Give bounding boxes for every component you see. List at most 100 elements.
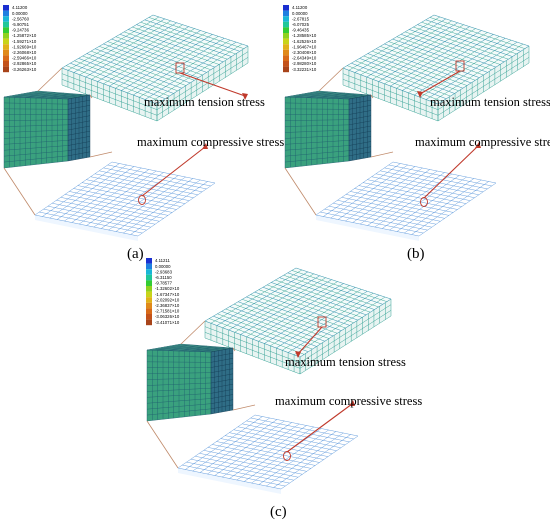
mesh-line — [156, 62, 249, 122]
connector-line — [318, 67, 344, 92]
tension-label-a: maximum tension stress — [144, 95, 265, 109]
mesh-line — [146, 393, 212, 398]
legend-swatch — [283, 10, 289, 17]
mesh-line — [284, 160, 350, 169]
compressive-arrowhead — [202, 143, 208, 149]
mesh-line — [210, 409, 234, 415]
legend-value: -1.32602×10 — [155, 286, 180, 291]
mesh-line — [210, 399, 234, 404]
connector-line — [370, 151, 394, 158]
legend-swatch — [283, 33, 289, 39]
mesh-line — [330, 164, 408, 219]
mesh-line — [338, 94, 363, 99]
legend-c: 4.112110.00000-2.93683-6.31150-9.78577-1… — [146, 258, 180, 326]
legend-swatch — [3, 5, 9, 11]
mesh-line — [46, 93, 73, 99]
slab-side — [35, 215, 138, 241]
mesh-line — [284, 150, 350, 157]
mesh-line — [210, 363, 234, 368]
legend-swatch — [146, 286, 152, 292]
mesh-line — [210, 394, 234, 399]
cube-c — [146, 320, 256, 469]
mesh-line — [3, 160, 69, 169]
mesh-line — [121, 34, 213, 91]
mesh-line — [348, 130, 372, 136]
legend-value: -2.98280×10 — [292, 61, 317, 66]
tension-arrow — [297, 326, 323, 355]
legend-swatch — [283, 66, 289, 73]
legend-value: -6.31150 — [155, 275, 172, 280]
mesh-line — [146, 343, 182, 351]
legend-value: -3.32231×10 — [292, 67, 317, 72]
legend-value: -9.24736 — [12, 28, 30, 33]
legend-swatch — [146, 319, 152, 326]
mesh-line — [293, 296, 386, 355]
legend-value: -1.62526×10 — [292, 39, 317, 44]
legend-swatch — [283, 49, 289, 56]
mesh-line — [3, 145, 69, 151]
legend-swatch — [146, 274, 152, 281]
mesh-line — [3, 90, 39, 98]
legend-value: -3.06326×10 — [155, 314, 180, 319]
mesh-line — [295, 91, 328, 98]
mesh-line — [168, 345, 199, 351]
bottom-slab-b — [315, 142, 497, 241]
compressive-arrow — [423, 145, 479, 199]
mesh-line — [56, 166, 135, 220]
mesh-line — [252, 283, 344, 340]
mesh-line — [3, 150, 69, 157]
mesh-line — [61, 73, 158, 110]
mesh-line — [222, 423, 300, 478]
mesh-line — [146, 382, 212, 386]
mesh-line — [360, 20, 452, 75]
mesh-line — [348, 105, 372, 110]
legend-swatch — [3, 27, 9, 33]
mesh-line — [67, 125, 91, 131]
cube-b — [284, 67, 394, 216]
mesh-line — [91, 24, 183, 80]
connector-line — [89, 151, 113, 158]
mesh-line — [210, 378, 234, 384]
mesh-line — [67, 110, 91, 115]
mesh-line — [210, 347, 234, 353]
mesh-line — [284, 102, 350, 105]
mesh-line — [139, 39, 231, 98]
mesh-line — [360, 170, 438, 225]
mesh-line — [342, 79, 439, 116]
mesh-line — [348, 16, 441, 71]
mesh-line — [71, 169, 149, 223]
mesh-line — [396, 178, 475, 232]
mesh-line — [229, 425, 307, 479]
mesh-line — [67, 99, 91, 105]
mesh-line — [246, 281, 338, 337]
top-slab-c — [204, 267, 392, 375]
mesh-line — [352, 169, 430, 223]
mesh-line — [390, 30, 482, 87]
legend-swatch — [146, 297, 152, 303]
legend-swatch — [283, 61, 289, 67]
caption-a: (a) — [127, 246, 144, 262]
mesh-line — [101, 175, 179, 229]
mesh-line — [210, 383, 234, 389]
mesh-line — [414, 38, 506, 96]
mesh-line — [67, 105, 91, 110]
mesh-line — [3, 129, 69, 133]
mesh-line — [348, 99, 372, 105]
cube-a — [3, 67, 113, 216]
legend-swatch — [146, 308, 152, 314]
legend-b: 4.112000.00000-2.67815-6.07025-9.46435-1… — [283, 5, 317, 73]
mesh-line — [67, 115, 91, 120]
mesh-line — [156, 57, 249, 116]
mesh-line — [342, 84, 439, 122]
mesh-line — [192, 417, 270, 472]
legend-value: 0.00000 — [155, 264, 171, 269]
slab-side — [316, 215, 419, 241]
mesh-line — [67, 120, 91, 126]
legend-value: -2.36837×10 — [155, 303, 180, 308]
legend-swatch — [283, 38, 289, 45]
tension-arrow — [419, 70, 461, 95]
legend-swatch — [283, 27, 289, 33]
mesh-line — [67, 16, 160, 71]
legend-swatch — [146, 314, 152, 320]
mesh-line — [204, 267, 297, 322]
